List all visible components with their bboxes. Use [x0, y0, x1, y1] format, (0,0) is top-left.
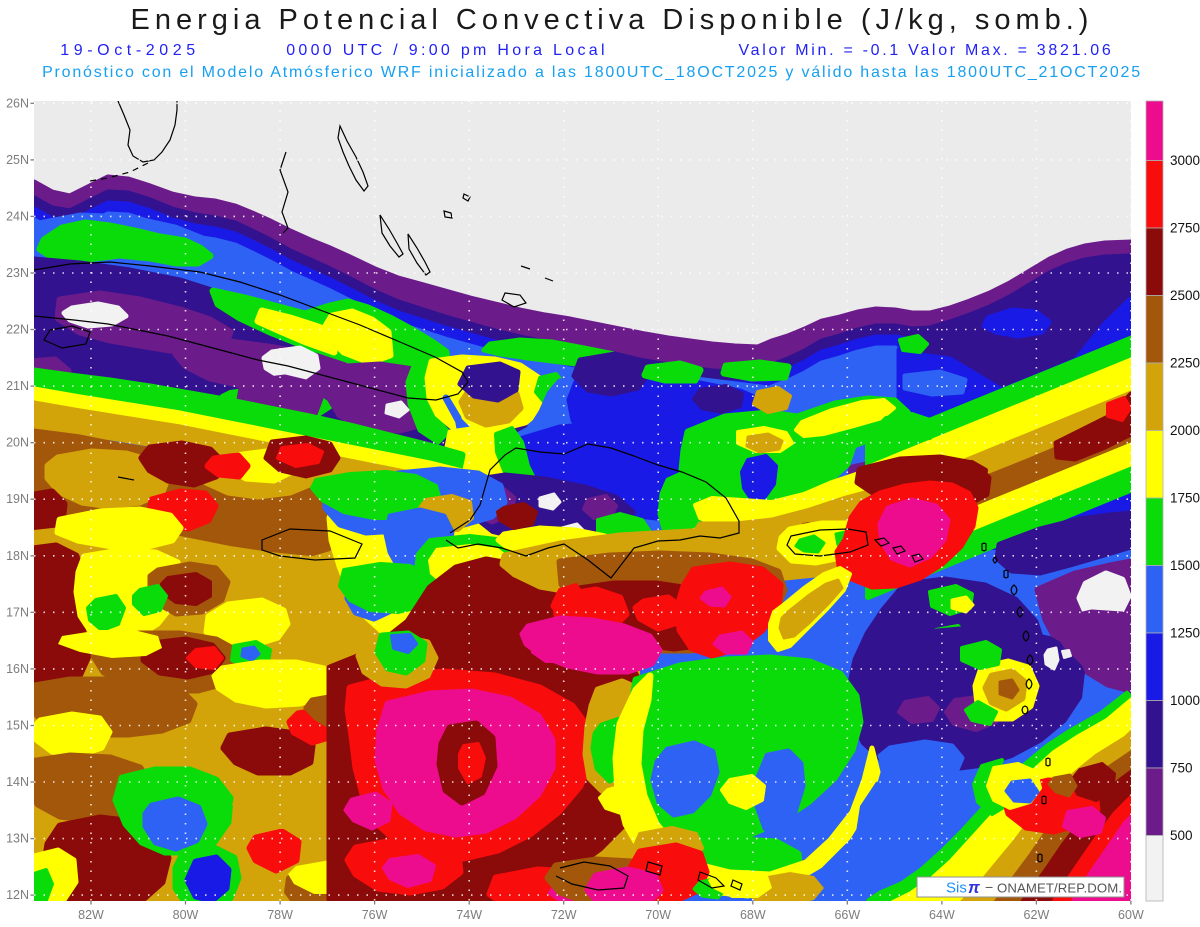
svg-text:1500: 1500	[1170, 558, 1200, 573]
svg-text:18N: 18N	[6, 549, 29, 563]
svg-text:68W: 68W	[740, 908, 766, 922]
svg-text:Energia Potencial Convectiva D: Energia Potencial Convectiva Disponible …	[131, 4, 1094, 36]
svg-text:66W: 66W	[834, 908, 860, 922]
svg-text:20N: 20N	[6, 436, 29, 450]
svg-text:π: π	[968, 879, 980, 897]
svg-text:500: 500	[1170, 828, 1193, 843]
svg-text:13N: 13N	[6, 832, 29, 846]
svg-text:3000: 3000	[1170, 153, 1200, 168]
svg-text:22N: 22N	[6, 323, 29, 337]
svg-text:14N: 14N	[6, 775, 29, 789]
svg-text:2000: 2000	[1170, 423, 1200, 438]
svg-text:64W: 64W	[929, 908, 955, 922]
svg-text:2750: 2750	[1170, 221, 1200, 236]
svg-text:Pronóstico con el Modelo Atmós: Pronóstico con el Modelo Atmósferico WRF…	[42, 64, 1142, 81]
svg-text:2500: 2500	[1170, 288, 1200, 303]
svg-text:0000 UTC / 9:00 pm Hora Local: 0000 UTC / 9:00 pm Hora Local	[286, 42, 608, 59]
svg-text:23N: 23N	[6, 266, 29, 280]
svg-text:21N: 21N	[6, 379, 29, 393]
svg-text:Sis: Sis	[946, 880, 967, 897]
svg-text:76W: 76W	[362, 908, 388, 922]
svg-text:25N: 25N	[6, 153, 29, 167]
svg-text:70W: 70W	[645, 908, 671, 922]
svg-text:−: −	[985, 879, 993, 895]
svg-text:1750: 1750	[1170, 491, 1200, 506]
svg-text:26N: 26N	[6, 96, 29, 110]
svg-text:2250: 2250	[1170, 356, 1200, 371]
svg-text:1000: 1000	[1170, 693, 1200, 708]
svg-text:19N: 19N	[6, 492, 29, 506]
svg-text:24N: 24N	[6, 209, 29, 223]
svg-text:82W: 82W	[78, 908, 104, 922]
svg-text:19-Oct-2025: 19-Oct-2025	[60, 42, 200, 59]
svg-text:Valor Min. = -0.1 Valor Max.: Valor Min. = -0.1 Valor Max. = 3821.06	[738, 42, 1113, 59]
svg-text:62W: 62W	[1024, 908, 1050, 922]
svg-text:60W: 60W	[1118, 908, 1144, 922]
svg-text:750: 750	[1170, 761, 1193, 776]
svg-text:80W: 80W	[173, 908, 199, 922]
svg-text:17N: 17N	[6, 605, 29, 619]
svg-text:78W: 78W	[267, 908, 293, 922]
svg-text:12N: 12N	[6, 888, 29, 902]
svg-text:74W: 74W	[456, 908, 482, 922]
svg-text:72W: 72W	[551, 908, 577, 922]
svg-text:15N: 15N	[6, 719, 29, 733]
svg-text:1250: 1250	[1170, 626, 1200, 641]
svg-text:ONAMET/REP.DOM.: ONAMET/REP.DOM.	[997, 881, 1122, 896]
svg-text:16N: 16N	[6, 662, 29, 676]
